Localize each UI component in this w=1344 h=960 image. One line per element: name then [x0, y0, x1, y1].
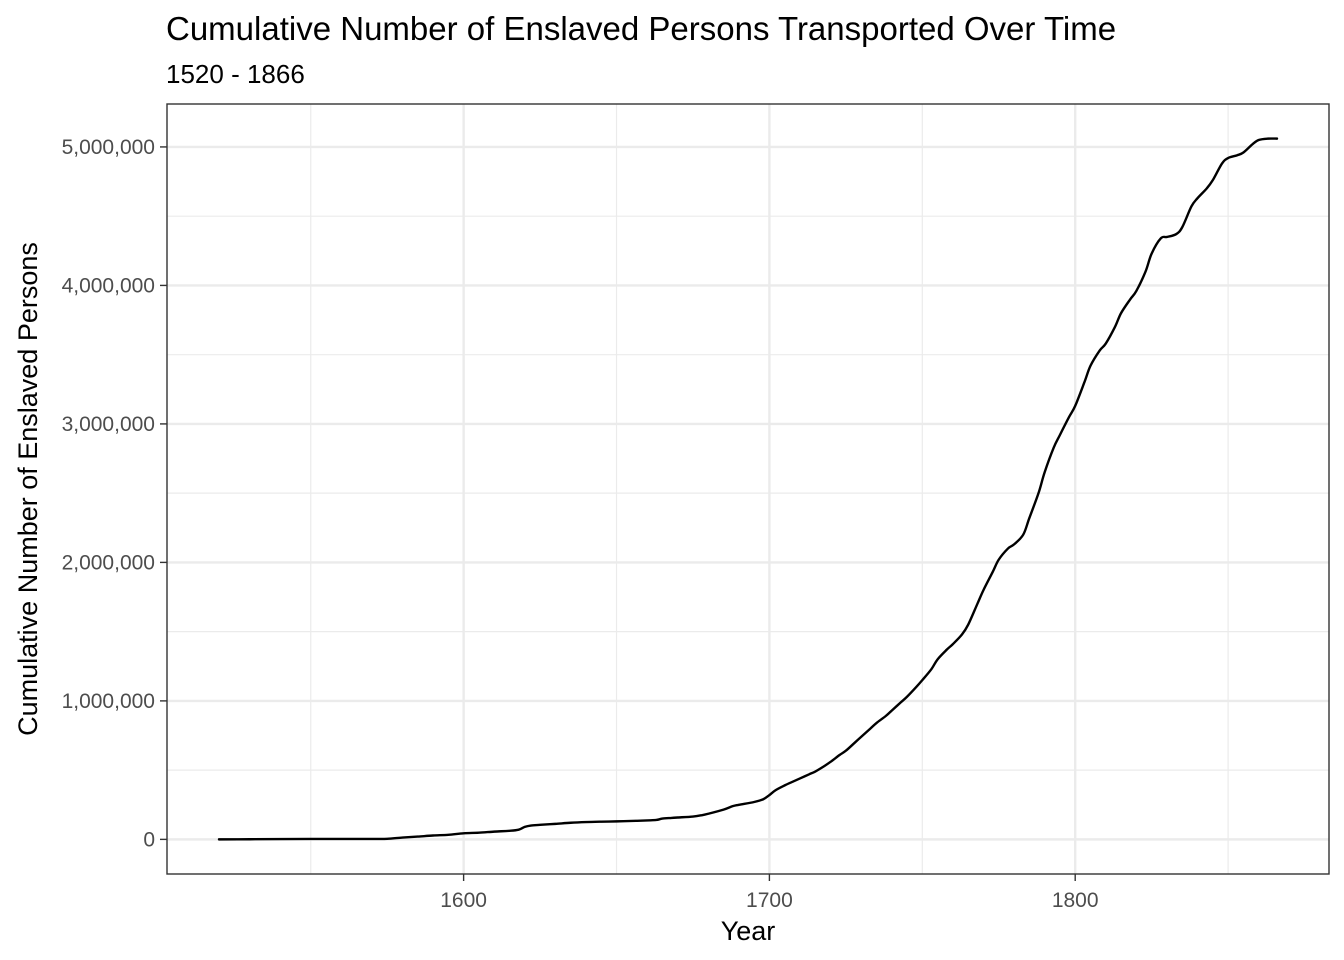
chart-subtitle: 1520 - 1866	[166, 59, 305, 89]
y-tick-label: 4,000,000	[62, 274, 155, 297]
plot-panel-border	[166, 103, 1330, 875]
x-tick-label: 1800	[1052, 889, 1099, 912]
y-tick-label: 3,000,000	[62, 413, 155, 436]
chart-title: Cumulative Number of Enslaved Persons Tr…	[166, 10, 1116, 47]
x-axis-title: Year	[721, 916, 776, 946]
y-axis-ticks: 0 1,000,000 2,000,000 3,000,000 4,000,000 5,0…	[62, 136, 167, 851]
minor-gridlines	[167, 104, 1329, 874]
x-axis-ticks: 1600 1700 1800	[440, 874, 1099, 912]
x-tick-label: 1700	[746, 889, 793, 912]
y-tick-label: 2,000,000	[62, 551, 155, 574]
y-tick-label: 0	[143, 828, 155, 851]
x-tick-label: 1600	[440, 889, 487, 912]
series-line	[217, 137, 1279, 841]
y-axis-title: Cumulative Number of Enslaved Persons	[13, 242, 43, 736]
y-tick-label: 1,000,000	[62, 690, 155, 713]
major-gridlines	[167, 104, 1329, 874]
y-tick-label: 5,000,000	[62, 136, 155, 159]
